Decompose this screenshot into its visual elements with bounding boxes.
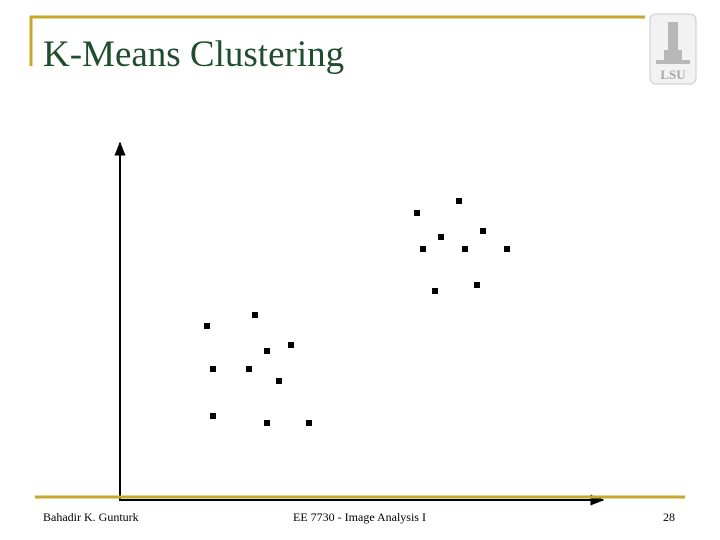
point	[414, 210, 420, 216]
point	[210, 413, 216, 419]
logo: LSU	[649, 13, 697, 85]
points	[204, 198, 510, 426]
point	[288, 342, 294, 348]
point	[420, 246, 426, 252]
point	[432, 288, 438, 294]
point	[264, 420, 270, 426]
point	[246, 366, 252, 372]
point	[306, 420, 312, 426]
point	[264, 348, 270, 354]
axes	[114, 141, 605, 506]
point	[462, 246, 468, 252]
point	[474, 282, 480, 288]
slide-title: K-Means Clustering	[43, 34, 344, 75]
point	[504, 246, 510, 252]
page-number: 28	[663, 510, 675, 524]
point	[276, 378, 282, 384]
logo-text: LSU	[660, 67, 686, 82]
point	[438, 234, 444, 240]
point	[480, 228, 486, 234]
point	[252, 312, 258, 318]
point	[204, 323, 210, 329]
footer-author: Bahadir K. Gunturk	[43, 510, 139, 524]
point	[456, 198, 462, 204]
footer-course: EE 7730 - Image Analysis I	[293, 510, 426, 524]
point	[210, 366, 216, 372]
